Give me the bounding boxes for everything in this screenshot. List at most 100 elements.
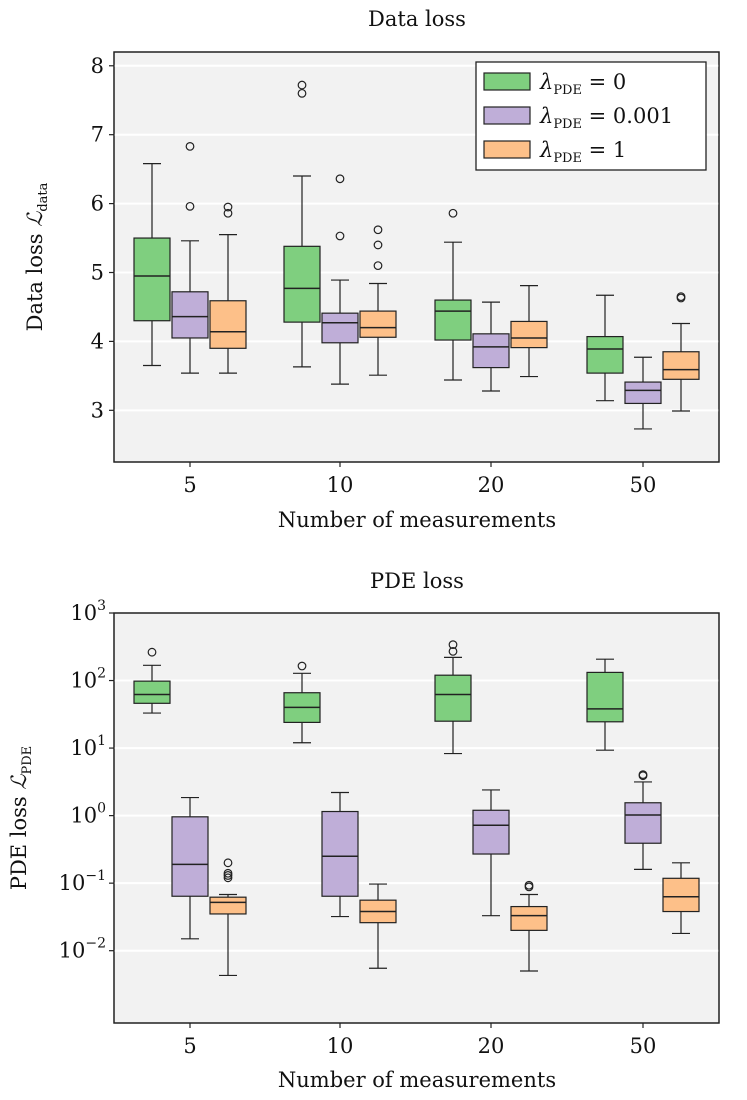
y-tick-label: 100 [70,801,106,828]
legend-label: λPDE = 0.001 [539,104,673,132]
box-iqr [209,300,247,349]
x-axis-label: Number of measurements [278,1068,556,1092]
y-axis-ticks: 10−2 10−1 100 101 102 103 [59,598,114,963]
legend-entry: λPDE = 1 [483,138,626,166]
x-tick-label: 10 [327,473,354,497]
outlier-point [147,647,157,657]
box [624,770,662,870]
y-tick-label: 6 [91,192,104,216]
x-tick-label: 50 [630,1034,657,1058]
box [434,640,472,755]
box [283,661,321,744]
y-tick-label: 5 [91,261,104,285]
legend-label: λPDE = 1 [539,138,626,166]
legend-swatch [483,72,531,91]
box [359,225,397,376]
box-iqr [434,674,472,722]
box-iqr [624,381,662,405]
box-iqr [472,333,510,369]
plot-frame [113,51,720,463]
y-axis-ticks: 3 4 5 6 7 8 [91,54,114,422]
legend-label: λPDE = 0 [539,70,626,98]
box-iqr [209,896,247,915]
y-tick-label: 3 [91,398,104,422]
chart-data-loss: Data loss 3 4 5 6 7 8 5 10 20 50 Number of measu… [23,7,720,532]
outlier-point [373,240,383,250]
box-iqr [510,905,548,931]
box [510,880,548,972]
box [586,658,624,751]
box-iqr [171,291,209,339]
box-iqr [434,299,472,341]
y-tick-label: 103 [70,598,106,625]
y-tick-label: 101 [70,733,106,760]
outlier-point [448,640,458,650]
outlier-point [524,880,534,890]
plot-frame [113,612,720,1024]
outlier-point [223,868,233,878]
y-tick-label: 4 [91,329,104,353]
legend-entry: λPDE = 0.001 [483,104,673,132]
box-iqr [586,335,624,374]
box [209,858,247,977]
outlier-point [223,873,233,883]
legend-swatch [483,106,531,125]
outlier-point [185,201,195,211]
outlier-point [185,142,195,151]
x-tick-label: 20 [478,1034,505,1058]
box [209,202,247,374]
box-iqr [359,310,397,338]
outlier-point [223,208,233,218]
outlier-point [297,88,307,98]
box [321,174,359,385]
box-iqr [586,671,624,723]
box [171,142,209,374]
box-plots [133,80,700,430]
box [434,208,472,381]
x-tick-label: 20 [478,473,505,497]
x-axis-ticks: 5 10 20 50 [183,462,656,497]
box [624,356,662,430]
box [171,796,209,940]
legend: λPDE = 0 λPDE = 0.001 λPDE = 1 [475,61,707,171]
y-axis-label: Data loss ℒdata [23,182,51,331]
box-iqr [624,802,662,844]
outlier-point [373,261,383,271]
outlier-point [373,225,383,235]
x-tick-label: 50 [630,473,657,497]
box-plots [133,640,700,977]
y-tick-label: 10−2 [59,936,106,963]
box-iqr [510,320,548,349]
box-iqr [472,809,510,855]
y-tick-label: 7 [91,123,104,147]
outlier-point [676,292,686,302]
box [359,883,397,969]
x-tick-label: 10 [327,1034,354,1058]
outlier-point [297,661,307,671]
box [586,294,624,402]
chart-pde-loss: PDE loss 10−2 10−1 100 101 102 103 5 10 20 50 Nu… [7,569,720,1092]
chart-title: Data loss [368,7,466,31]
box-iqr [321,810,359,897]
y-tick-label: 102 [70,666,106,693]
outlier-point [223,858,233,868]
box-iqr [321,312,359,344]
box-iqr [171,816,209,897]
x-tick-label: 5 [183,1034,196,1058]
box [283,80,321,368]
outlier-point [335,231,345,241]
legend-swatch [483,140,531,159]
box [510,284,548,378]
box-iqr [133,680,171,704]
box-iqr [662,351,700,380]
outlier-point [335,174,345,184]
outlier-point [223,202,233,212]
box [472,789,510,917]
chart-title: PDE loss [370,569,464,593]
box [321,791,359,918]
x-tick-label: 5 [183,473,196,497]
outlier-point [448,208,458,218]
box [133,647,171,714]
outlier-point [448,647,458,656]
